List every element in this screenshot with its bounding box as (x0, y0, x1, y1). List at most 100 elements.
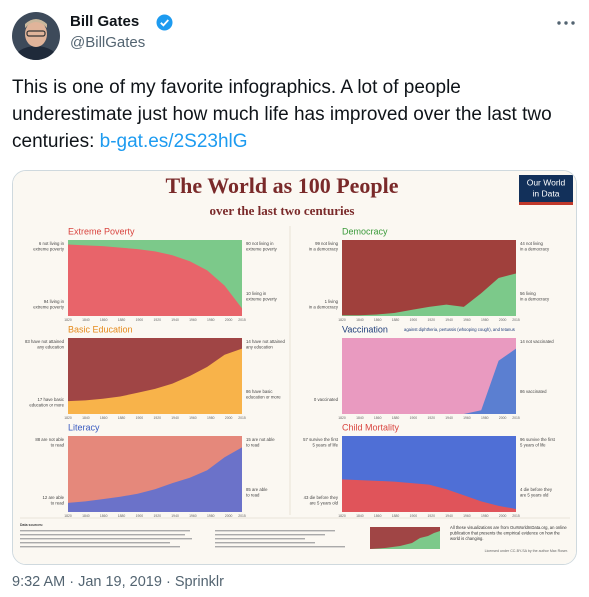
side-label: 17 have basic (37, 397, 64, 402)
side-label: 15 are not able (246, 437, 275, 442)
panel-title: Vaccination (342, 324, 388, 334)
area-bottom (68, 447, 242, 512)
year-label: 1960 (189, 318, 197, 322)
year-label: 1860 (100, 416, 108, 420)
side-label: 4 die before they (520, 487, 553, 492)
area-bottom (68, 348, 242, 414)
logo-text: in Data (533, 188, 560, 198)
side-label: 5 years of life (520, 443, 546, 448)
tweet-link[interactable]: b-gat.es/2S23hlG (99, 131, 248, 152)
year-label: 2015 (238, 514, 246, 518)
infographic: The World as 100 People over the last tw… (13, 171, 576, 564)
side-label: 86 have basic (246, 389, 273, 394)
year-label: 1900 (410, 514, 418, 518)
side-label: education or more (246, 395, 281, 400)
year-label: 1840 (356, 416, 364, 420)
year-label: 1840 (82, 416, 90, 420)
side-label: education or more (29, 403, 64, 408)
year-label: 1980 (207, 514, 215, 518)
year-label: 1860 (100, 514, 108, 518)
side-label: 57 survive the first (303, 437, 339, 442)
year-label: 1920 (153, 416, 161, 420)
side-label: 44 not living (520, 241, 544, 246)
year-label: 1840 (82, 514, 90, 518)
year-label: 1980 (207, 318, 215, 322)
timestamp[interactable]: 9:32 AM · Jan 19, 2019 · Sprinklr (12, 574, 224, 590)
year-label: 1940 (445, 318, 453, 322)
license: Licensed under CC-BY-SA by the author Ma… (485, 549, 568, 553)
year-label: 1900 (136, 416, 144, 420)
tweet-body: This is one of my favorite infographics.… (12, 77, 552, 152)
user-handle[interactable]: @BillGates (70, 34, 146, 51)
side-label: 1 living (325, 299, 339, 304)
year-label: 1920 (427, 514, 435, 518)
year-label: 1880 (392, 318, 400, 322)
side-label: 0 vaccinated (314, 397, 339, 402)
side-label: extreme poverty (33, 247, 65, 252)
year-label: 1860 (374, 514, 382, 518)
panel-title: Child Mortality (342, 422, 400, 432)
year-label: 1880 (118, 318, 126, 322)
sources-title: Data sources: (20, 523, 43, 527)
year-label: 2015 (512, 514, 520, 518)
year-label: 1920 (427, 318, 435, 322)
side-label: in a democracy (520, 297, 550, 302)
side-label: are 5 years old (520, 493, 549, 498)
credit-line: All these visualizations are from OurWor… (450, 525, 567, 530)
year-label: 1880 (392, 416, 400, 420)
side-label: 83 have not attained (25, 339, 65, 344)
credit-line: publication that presents the empirical … (450, 531, 561, 536)
year-label: 1880 (118, 514, 126, 518)
year-label: 1860 (374, 318, 382, 322)
more-menu[interactable] (556, 18, 576, 28)
side-label: to read (246, 443, 260, 448)
side-label: 43 die before they (304, 495, 339, 500)
year-label: 1980 (481, 514, 489, 518)
verified-badge (156, 14, 173, 31)
year-label: 2000 (499, 514, 507, 518)
year-label: 1900 (136, 514, 144, 518)
side-label: 90 not living in (246, 241, 274, 246)
year-label: 1840 (82, 318, 90, 322)
year-label: 1960 (463, 318, 471, 322)
year-label: 2015 (238, 416, 246, 420)
side-label: 99 not living (315, 241, 339, 246)
area-bottom (342, 348, 516, 414)
year-label: 1820 (338, 318, 346, 322)
side-label: are 5 years old (310, 501, 339, 506)
side-label: to read (51, 443, 65, 448)
year-label: 2015 (238, 318, 246, 322)
side-label: 56 living (520, 291, 536, 296)
year-label: 1820 (64, 514, 72, 518)
panel-title: Basic Education (68, 324, 133, 334)
year-label: 1900 (410, 416, 418, 420)
year-label: 2000 (499, 318, 507, 322)
panel-title: Literacy (68, 422, 100, 432)
year-label: 2015 (512, 318, 520, 322)
side-label: 85 are able (246, 487, 268, 492)
side-label: 96 survive the first (520, 437, 556, 442)
side-label: to read (51, 501, 65, 506)
year-label: 1940 (171, 318, 179, 322)
year-label: 1820 (64, 416, 72, 420)
logo-box (519, 175, 573, 204)
year-label: 1820 (338, 416, 346, 420)
year-label: 1940 (171, 416, 179, 420)
credit-line: world is changing. (450, 536, 484, 541)
avatar[interactable] (12, 12, 60, 60)
side-label: extreme poverty (246, 297, 278, 302)
logo-text: Our World (527, 177, 566, 187)
tweet-text: This is one of my favorite infographics.… (12, 74, 572, 155)
side-label: in a democracy (309, 247, 339, 252)
user-name[interactable]: Bill Gates (70, 13, 140, 30)
image-card[interactable]: The World as 100 People over the last tw… (12, 170, 577, 565)
side-label: 14 have not attained (246, 339, 286, 344)
year-label: 1880 (118, 416, 126, 420)
area-bottom (68, 244, 242, 316)
year-label: 1860 (374, 416, 382, 420)
side-label: any education (37, 345, 64, 350)
year-label: 1860 (100, 318, 108, 322)
panel-title: Democracy (342, 226, 388, 236)
year-label: 1960 (463, 416, 471, 420)
year-label: 1960 (189, 514, 197, 518)
